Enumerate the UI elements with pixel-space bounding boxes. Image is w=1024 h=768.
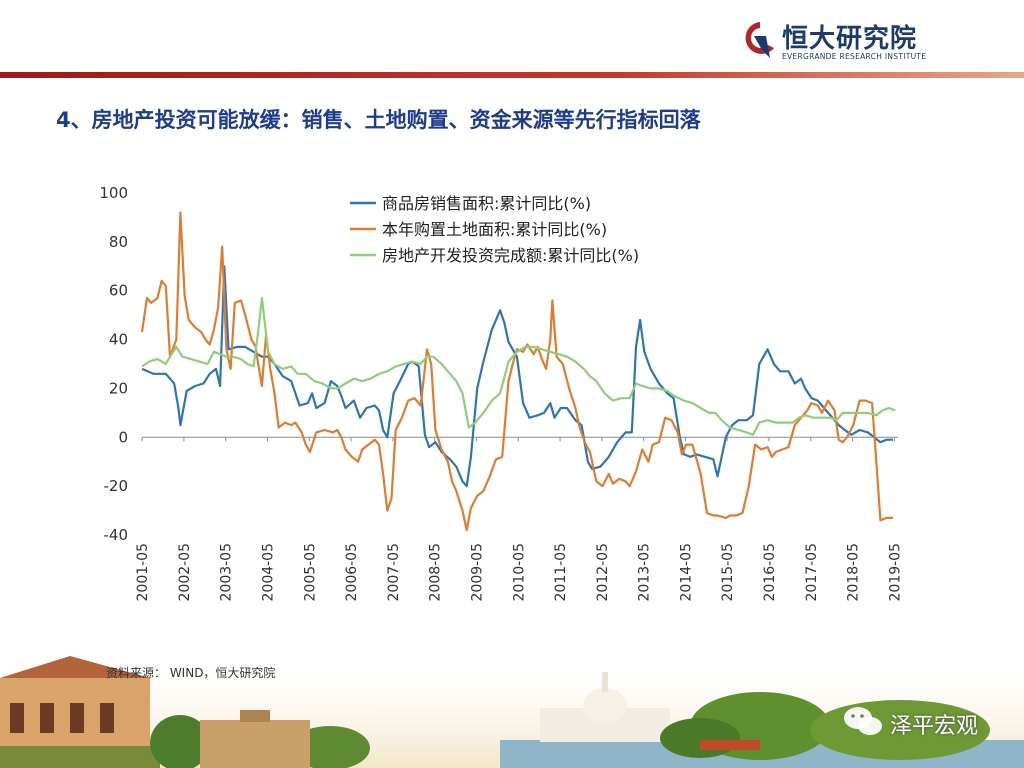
x-tick-label: 2010-05 [511,543,527,602]
y-tick-label: 40 [109,331,128,349]
x-tick-label: 2006-05 [344,543,360,602]
x-tick-label: 2002-05 [177,543,193,602]
chart-svg: 100 80 60 40 20 0 -20 -40 2001-05 2002-05 2003-05 2… [99,184,903,602]
wechat-account-name: 泽平宏观 [890,714,979,739]
logo-emblem-icon [745,22,774,58]
y-tick-label: 20 [109,379,128,397]
legend-label-3: 房地产开发投资完成额:累计同比(%) [382,246,639,265]
x-tick-label: 2019-05 [887,543,903,602]
logo-name: 恒大研究院 [782,24,918,54]
x-tick-label: 2009-05 [469,543,485,602]
x-tick-label: 2008-05 [428,543,444,602]
x-tick-label: 2013-05 [637,543,653,602]
y-tick-label: 60 [109,282,128,300]
line-chart: 100 80 60 40 20 0 -20 -40 2001-05 2002-05 2003-05 2… [80,175,920,645]
y-tick-label: 80 [109,233,128,251]
x-tick-label: 2005-05 [302,543,318,602]
x-tick-label: 2012-05 [595,543,611,602]
footer-landscape-image [0,648,1024,768]
x-tick-label: 2018-05 [846,543,862,602]
x-tick-label: 2003-05 [219,543,235,602]
y-tick-label: 0 [118,428,128,446]
x-tick-label: 2004-05 [261,543,277,602]
page-title: 4、房地产投资可能放缓：销售、土地购置、资金来源等先行指标回落 [56,108,701,132]
header: 恒大研究院 EVERGRANDE RESEARCH INSTITUTE [0,0,1024,80]
x-tick-label: 2007-05 [386,543,402,602]
y-tick-label: 100 [99,184,128,202]
x-tick-label: 2014-05 [678,543,694,602]
footer-scenery [0,648,1024,768]
series-line-3 [141,296,896,436]
header-rule [0,72,1024,78]
x-tick-label: 2001-05 [135,543,151,602]
wechat-watermark: 泽平宏观 [840,702,1010,742]
y-tick-label: -20 [104,477,129,495]
wechat-icon [844,707,882,735]
legend-label-1: 商品房销售面积:累计同比(%) [382,194,591,213]
logo-subtitle: EVERGRANDE RESEARCH INSTITUTE [782,52,927,61]
series-line-2 [140,211,893,532]
x-tick-label: 2011-05 [553,543,569,602]
x-tick-label: 2016-05 [762,543,778,602]
source-note: 资料来源： WIND，恒大研究院 [106,666,276,680]
x-tick-label: 2017-05 [804,543,820,602]
legend-label-2: 本年购置土地面积:累计同比(%) [382,220,607,239]
y-tick-label: -40 [104,526,129,544]
series-line-1 [141,265,893,488]
evergrande-logo: 恒大研究院 EVERGRANDE RESEARCH INSTITUTE [740,16,940,66]
x-tick-label: 2015-05 [720,543,736,602]
